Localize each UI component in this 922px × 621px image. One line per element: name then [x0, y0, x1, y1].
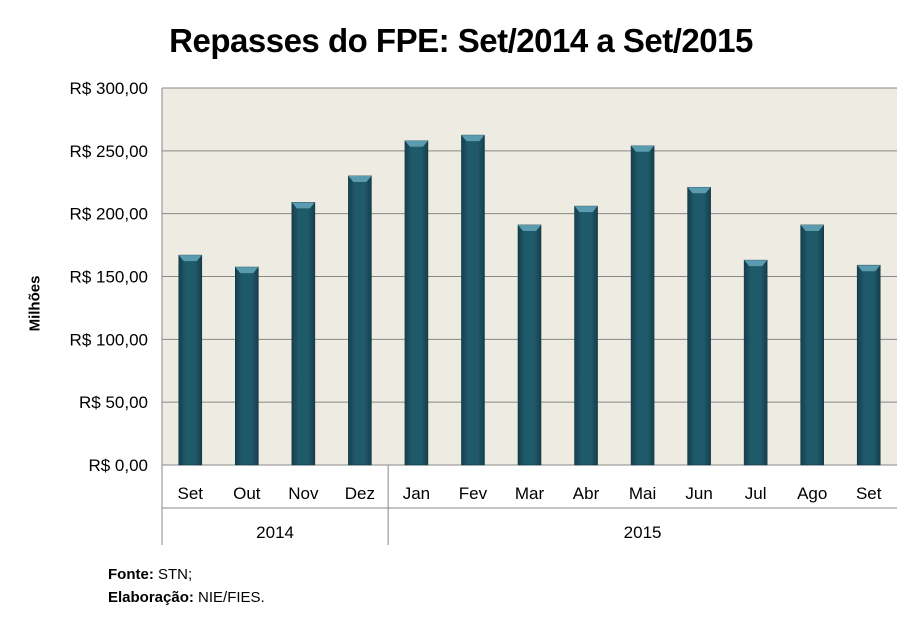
y-tick-label: R$ 300,00 [70, 79, 148, 98]
bar [235, 266, 259, 466]
bar [517, 224, 542, 466]
bar [178, 254, 203, 466]
bar [404, 140, 429, 466]
year-group-label: 2015 [624, 523, 662, 542]
bar-top [574, 206, 598, 213]
y-tick-label: R$ 250,00 [70, 142, 148, 161]
bar-top [744, 260, 768, 267]
source-line: Fonte: STN; [108, 566, 192, 583]
credit-line: Elaboração: NIE/FIES. [108, 589, 265, 606]
bar-top [461, 135, 485, 142]
y-tick-label: R$ 0,00 [88, 456, 148, 475]
x-tick-label: Nov [288, 484, 319, 503]
x-tick-label: Mai [629, 484, 656, 503]
y-tick-label: R$ 100,00 [70, 330, 148, 349]
bar-top [404, 140, 428, 147]
source-label: Fonte: [108, 566, 154, 583]
y-tick-label: R$ 200,00 [70, 205, 148, 224]
x-tick-label: Abr [573, 484, 600, 503]
bar [856, 264, 881, 466]
bar [574, 205, 598, 466]
bar [687, 186, 711, 466]
x-tick-label: Jun [685, 484, 712, 503]
x-tick-label: Jul [745, 484, 767, 503]
bar-top [291, 202, 315, 209]
bar-top [800, 224, 824, 231]
bar-top [687, 187, 711, 194]
bar [800, 224, 824, 466]
x-tick-label: Set [178, 484, 204, 503]
x-tick-label: Set [856, 484, 882, 503]
credit-label: Elaboração: [108, 589, 194, 606]
bar [461, 134, 485, 466]
bar [291, 202, 316, 466]
bar [348, 175, 372, 466]
x-tick-label: Fev [459, 484, 488, 503]
x-tick-label: Jan [403, 484, 430, 503]
bar [743, 259, 768, 466]
bar-top [178, 255, 202, 262]
year-group-label: 2014 [256, 523, 294, 542]
y-tick-label: R$ 50,00 [79, 393, 148, 412]
bar-top [518, 224, 541, 231]
y-tick-label: R$ 150,00 [70, 268, 148, 287]
bar-top [348, 175, 372, 182]
bar-top [235, 267, 259, 274]
x-tick-label: Ago [797, 484, 827, 503]
bar [630, 145, 655, 466]
x-tick-label: Out [233, 484, 261, 503]
x-tick-label: Mar [515, 484, 545, 503]
bar-top [631, 145, 655, 152]
x-tick-label: Dez [345, 484, 375, 503]
credit-value: NIE/FIES. [198, 589, 265, 606]
source-value: STN; [158, 566, 193, 583]
chart-title: Repasses do FPE: Set/2014 a Set/2015 [169, 22, 753, 59]
bar-top [857, 265, 881, 272]
